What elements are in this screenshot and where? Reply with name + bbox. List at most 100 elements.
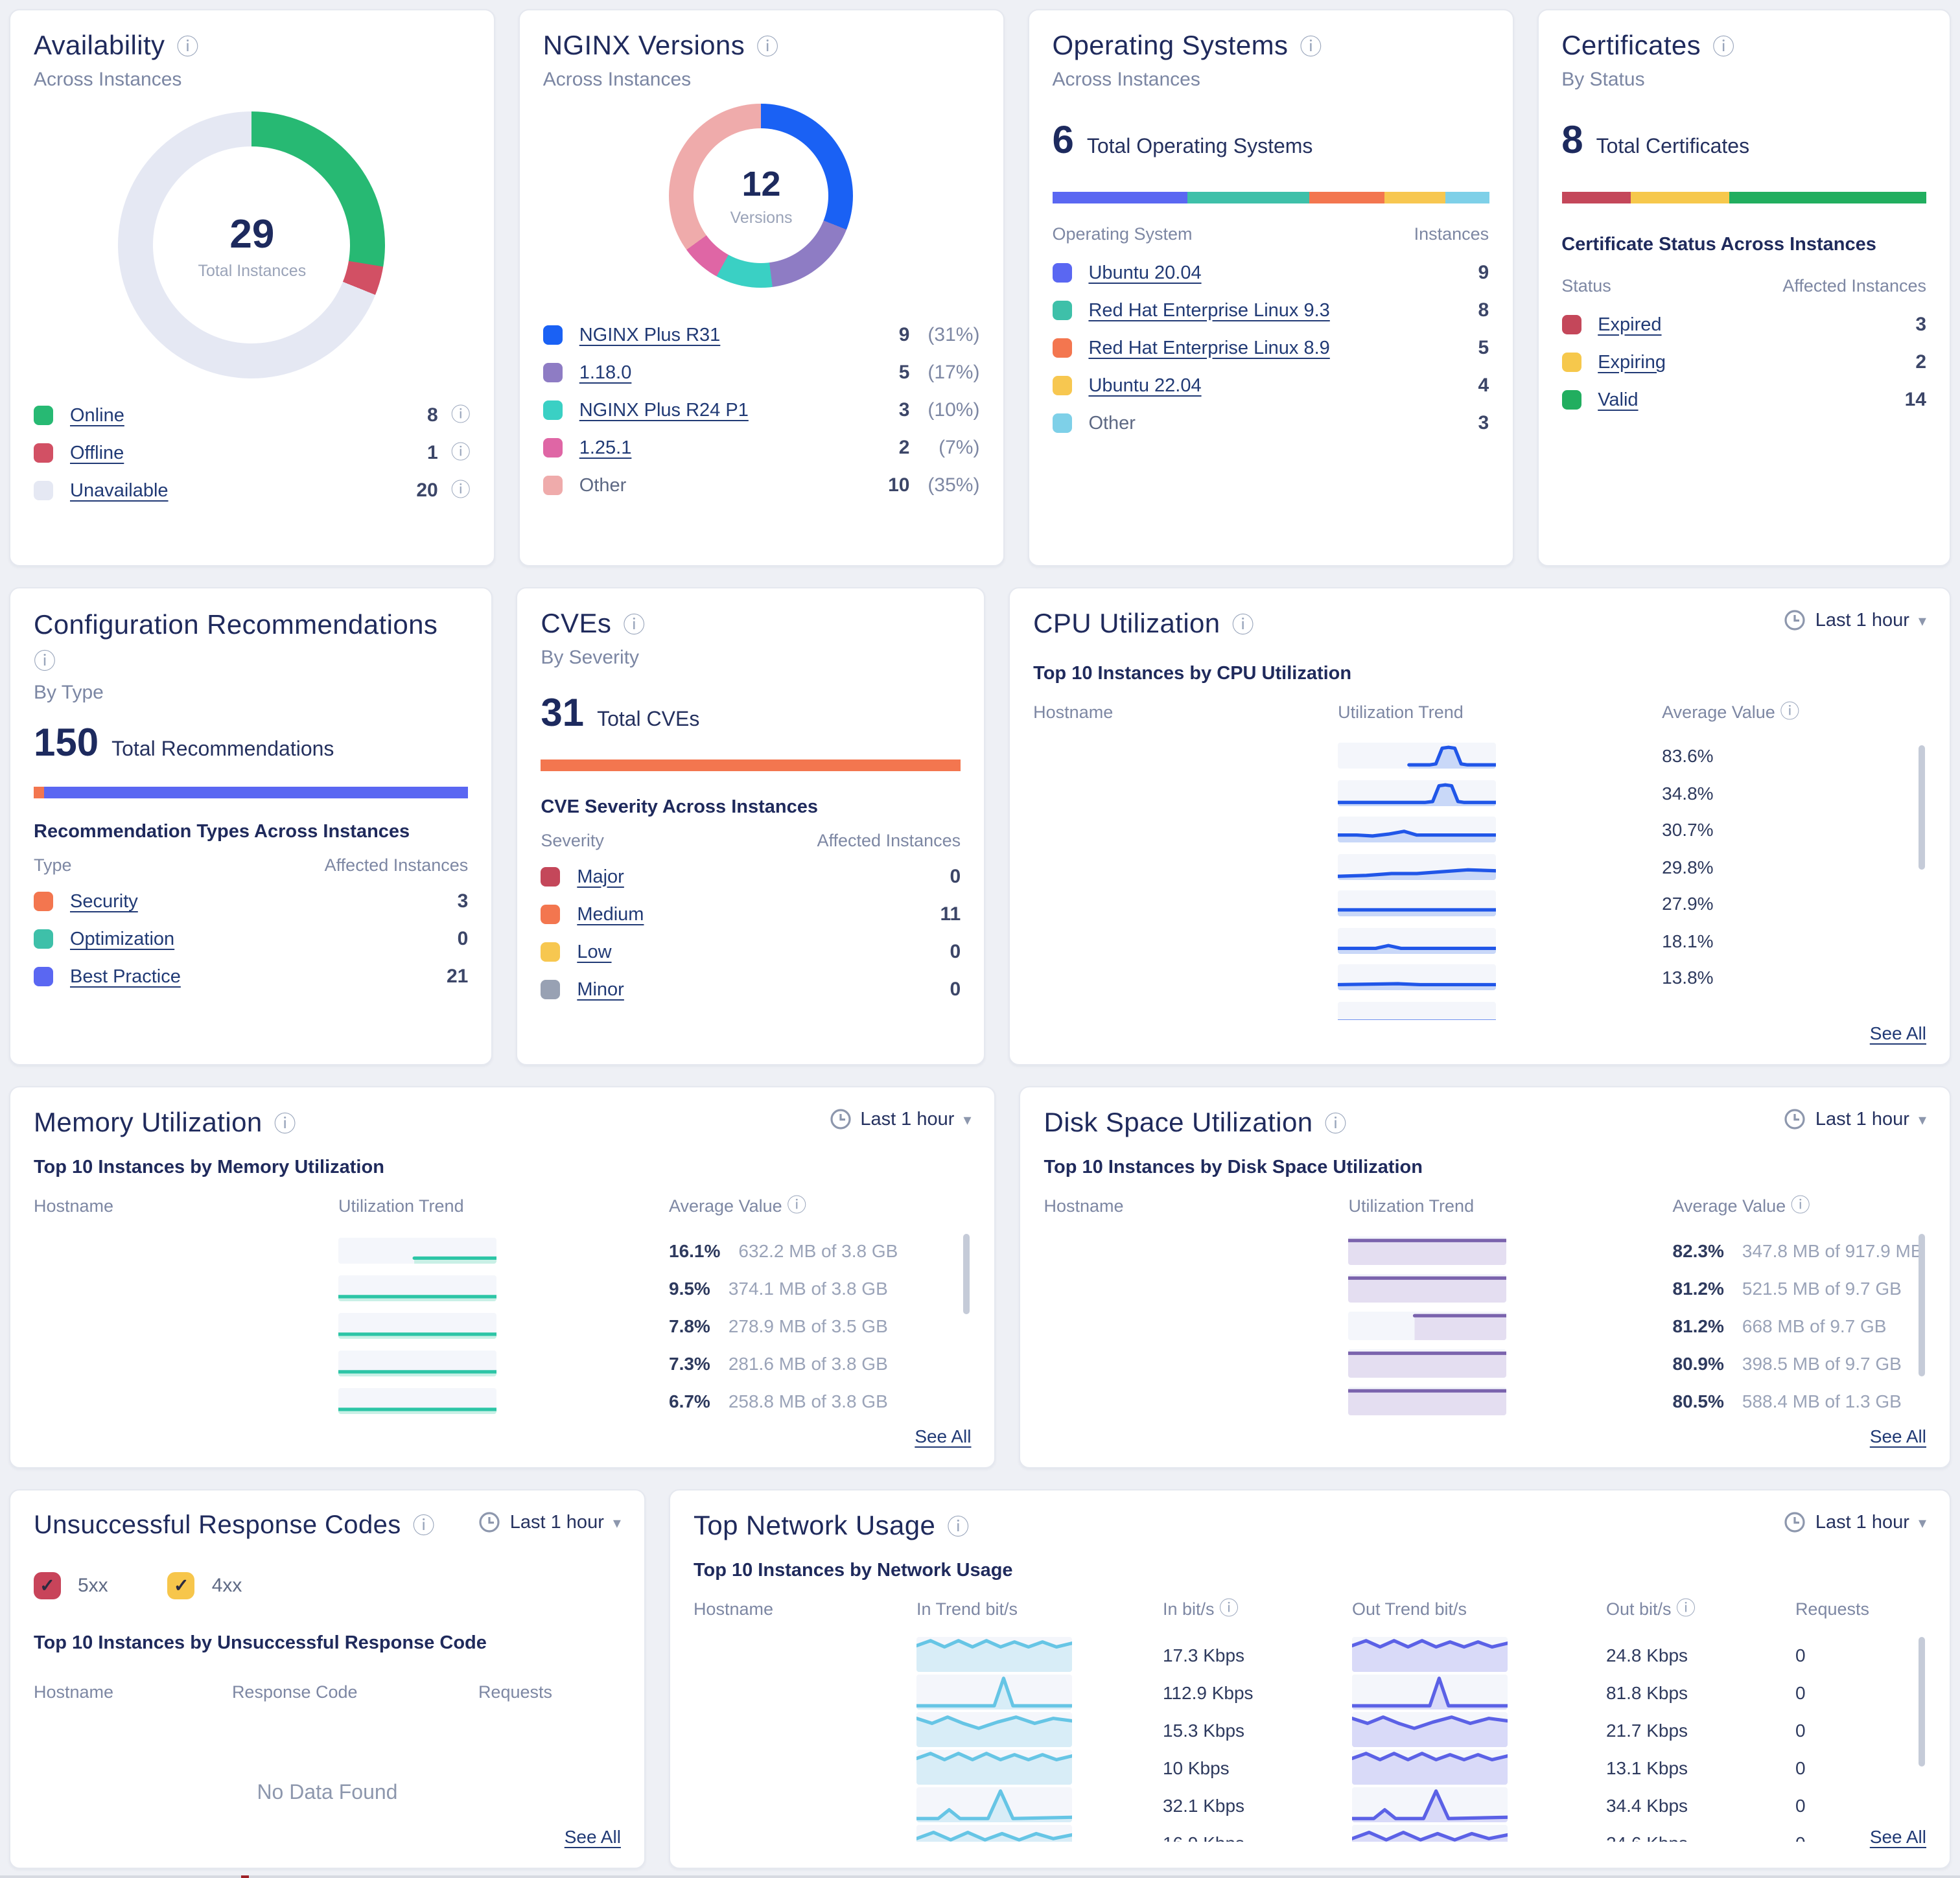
info-icon[interactable]: ⓘ [1231,612,1254,637]
legend-link[interactable]: Red Hat Enterprise Linux 9.3 [1088,300,1330,321]
info-icon[interactable]: ⓘ [1676,1598,1696,1620]
clock-icon [1785,1512,1806,1533]
network-title-text: Top Network Usage [693,1511,936,1541]
legend-count: 3 [898,399,910,421]
in-bits-value: 17.3 Kbps [1162,1644,1245,1665]
legend-count: 5 [1478,337,1489,359]
code-filter: ✓ 4xx [167,1572,242,1599]
disk-see-all-link[interactable]: See All [1869,1426,1926,1446]
cpu-time-filter[interactable]: Last 1 hour ▾ [1784,609,1926,631]
info-icon[interactable]: ⓘ [756,34,779,59]
memory-see-all-link[interactable]: See All [915,1426,972,1446]
legend-link[interactable]: Security [70,891,138,912]
memory-title: Memory Utilization ⓘ [34,1108,296,1139]
info-icon[interactable]: ⓘ [1780,701,1800,723]
legend-chip [34,967,53,987]
legend-link[interactable]: Other [1088,413,1136,434]
net-col-requests: Requests [1795,1599,1870,1619]
legend-link[interactable]: Online [70,405,124,426]
info-icon[interactable]: ⓘ [947,1514,970,1539]
info-icon[interactable]: ⓘ [1712,34,1735,59]
resp-time-filter[interactable]: Last 1 hour ▾ [479,1511,621,1533]
info-icon[interactable]: ⓘ [450,480,471,502]
memory-sparkline [338,1387,496,1413]
info-icon[interactable]: ⓘ [1219,1598,1239,1620]
legend-link[interactable]: Red Hat Enterprise Linux 8.9 [1088,338,1330,358]
legend-link[interactable]: Other [579,475,627,496]
legend-link[interactable]: Expired [1598,314,1662,335]
resp-see-all-link[interactable]: See All [564,1826,621,1847]
memory-sparkline [338,1350,496,1376]
cpu-section-title: Top 10 Instances by CPU Utilization [1033,664,1352,684]
info-icon[interactable]: ⓘ [274,1111,297,1136]
info-icon[interactable]: ⓘ [34,649,56,675]
legend-count: 9 [1478,262,1489,284]
legend-row: Ubuntu 20.04 9 [1052,254,1489,292]
legend-count: 21 [446,966,469,988]
scrollbar-thumb[interactable] [963,1234,970,1314]
net-col-hostname: Hostname [693,1599,773,1619]
legend-link[interactable]: 1.18.0 [579,362,632,383]
network-see-all-link[interactable]: See All [1869,1826,1926,1847]
in-bits-value: 16.9 Kbps [1163,1832,1352,1842]
config-total-value: 150 [34,722,99,765]
legend-link[interactable]: Valid [1598,389,1639,410]
bar-segment [1631,192,1730,203]
disk-row: 80.9% 398.5 MB of 9.7 GB [1044,1344,1927,1382]
legend-chip [1561,390,1581,410]
memory-time-filter[interactable]: Last 1 hour ▾ [829,1108,972,1130]
scrollbar-thumb[interactable] [1919,1637,1925,1767]
certificates-total: 8 Total Certificates [1561,119,1926,163]
legend-chip [1052,301,1072,320]
scrollbar-thumb[interactable] [1919,1234,1925,1376]
info-icon[interactable]: ⓘ [1300,34,1322,59]
legend-count: 10 [888,474,910,496]
cpu-see-all-link[interactable]: See All [1869,1023,1926,1043]
info-icon[interactable]: ⓘ [1790,1195,1810,1217]
clock-icon [480,1512,500,1533]
checkbox-checked[interactable]: ✓ [34,1572,61,1599]
out-trend-sparkline [1351,1637,1508,1672]
cpu-average-value: 83.6% [1662,745,1714,767]
info-icon[interactable]: ⓘ [412,1514,436,1538]
net-col-out: Out bit/s ⓘ [1605,1598,1696,1620]
legend-link[interactable]: Expiring [1598,352,1666,373]
legend-link[interactable]: 1.25.1 [579,437,632,458]
network-time-filter[interactable]: Last 1 hour ▾ [1784,1511,1926,1533]
os-stacked-bar [1052,192,1489,203]
config-stacked-bar [34,787,469,799]
legend-link[interactable]: Offline [70,443,124,463]
checkbox-checked[interactable]: ✓ [167,1572,195,1599]
legend-link[interactable]: Ubuntu 22.04 [1088,375,1202,396]
cves-card: CVEs ⓘ By Severity 31 Total CVEs CVE Sev… [516,587,986,1065]
certificates-title-text: Certificates [1561,31,1701,61]
legend-row: NGINX Plus R24 P1 3 (10%) [542,391,979,429]
info-icon[interactable]: ⓘ [787,1195,807,1217]
disk-utilization-card: Disk Space Utilization ⓘ Last 1 hour ▾ T… [1019,1086,1951,1468]
legend-link[interactable]: Best Practice [70,966,181,988]
info-icon[interactable]: ⓘ [1324,1111,1347,1136]
info-icon[interactable]: ⓘ [176,34,199,59]
legend-link[interactable]: Medium [577,904,644,925]
legend-link[interactable]: Minor [577,979,624,1000]
legend-link[interactable]: Optimization [70,929,175,950]
legend-count: 0 [950,941,961,963]
info-icon[interactable]: ⓘ [450,404,471,426]
legend-link[interactable]: Low [577,942,612,962]
info-icon[interactable]: ⓘ [450,442,471,464]
legend-chip [34,929,53,949]
time-filter-label: Last 1 hour [1815,610,1909,631]
legend-link[interactable]: Unavailable [70,480,169,501]
legend-link[interactable]: Major [577,866,624,887]
info-icon[interactable]: ⓘ [623,612,646,637]
memory-row: 16.1% 632.2 MB of 3.8 GB [34,1231,972,1269]
legend-link[interactable]: NGINX Plus R24 P1 [579,400,749,421]
scrollbar-thumb[interactable] [1918,745,1925,870]
legend-count: 1 [427,442,438,464]
legend-row: Minor 0 [541,971,961,1008]
in-bits-value: 10 Kbps [1162,1757,1230,1778]
cpu-average-value: 18.1% [1662,930,1714,951]
disk-time-filter[interactable]: Last 1 hour ▾ [1784,1108,1926,1130]
legend-link[interactable]: NGINX Plus R31 [579,325,721,345]
legend-link[interactable]: Ubuntu 20.04 [1088,262,1202,283]
